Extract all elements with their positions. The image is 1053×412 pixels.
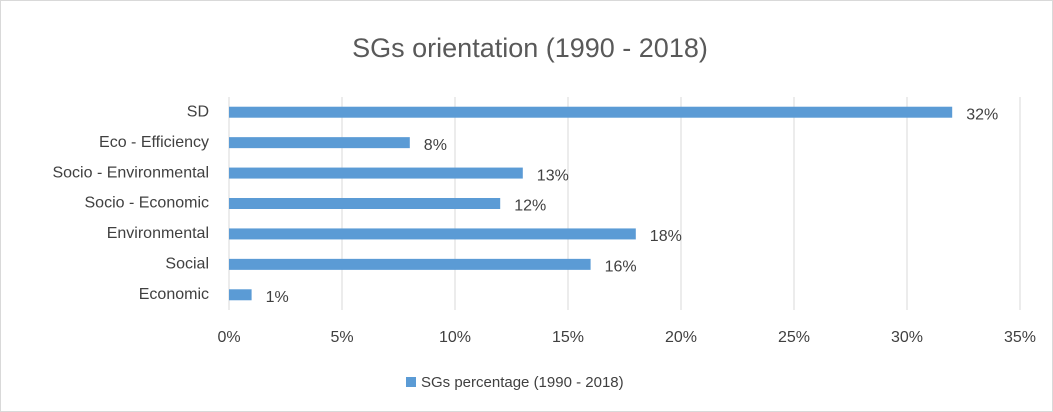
- x-tick-label: 25%: [778, 329, 810, 346]
- x-tick-label: 5%: [330, 329, 353, 346]
- bar: [229, 258, 591, 270]
- data-label: 8%: [424, 137, 447, 154]
- y-tick-label: Social: [165, 256, 209, 273]
- data-label: 16%: [605, 259, 637, 276]
- chart-title: SGs orientation (1990 - 2018): [352, 33, 708, 63]
- bar: [229, 137, 410, 149]
- bar: [229, 228, 636, 240]
- x-tick-label: 20%: [665, 329, 697, 346]
- x-tick-label: 15%: [552, 329, 584, 346]
- bar: [229, 198, 501, 209]
- data-label: 12%: [514, 198, 546, 215]
- legend-label: SGs percentage (1990 - 2018): [421, 374, 624, 391]
- y-tick-label: Economic: [139, 286, 209, 303]
- bar: [229, 106, 953, 118]
- bar: [229, 167, 523, 179]
- data-label: 13%: [537, 167, 569, 184]
- data-label: 1%: [266, 289, 289, 306]
- y-tick-label: Environmental: [107, 225, 209, 242]
- bar: [229, 289, 252, 301]
- y-tick-label: Socio - Economic: [85, 195, 210, 212]
- y-tick-label: Socio - Environmental: [52, 164, 209, 181]
- x-tick-label: 0%: [217, 329, 240, 346]
- y-tick-label: Eco - Efficiency: [99, 134, 209, 151]
- x-tick-label: 10%: [439, 329, 471, 346]
- x-tick-label: 35%: [1004, 329, 1036, 346]
- y-tick-label: SD: [187, 103, 209, 120]
- x-tick-label: 30%: [891, 329, 923, 346]
- data-label: 32%: [966, 106, 998, 123]
- legend-swatch: [406, 377, 416, 387]
- data-label: 18%: [650, 228, 682, 245]
